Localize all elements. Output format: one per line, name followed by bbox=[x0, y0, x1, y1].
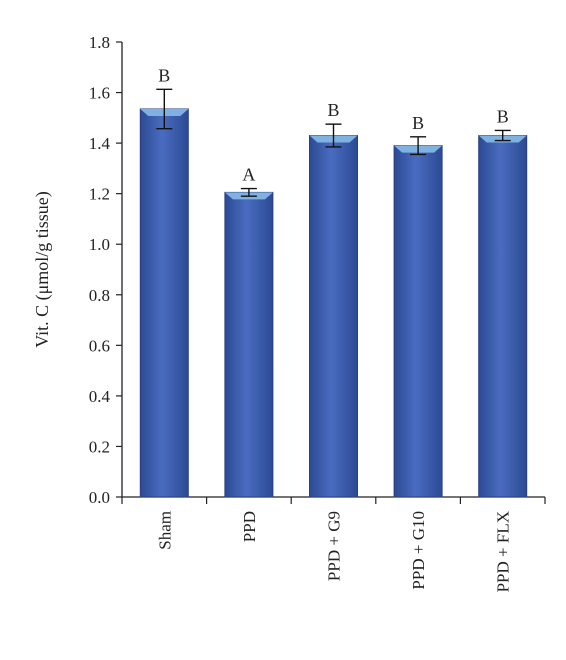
y-tick-label: 1.2 bbox=[89, 185, 110, 204]
significance-label: B bbox=[412, 113, 424, 133]
error-bars-group bbox=[156, 88, 511, 197]
x-axis: Sham PPD PPD + G9 PPD + G10 PPD + FLX bbox=[121, 496, 546, 592]
y-tick-label: 1.4 bbox=[89, 134, 111, 153]
bar bbox=[309, 135, 358, 498]
x-tick-label: Sham bbox=[155, 511, 174, 550]
significance-label: A bbox=[242, 165, 255, 185]
y-tick-label: 1.8 bbox=[89, 33, 110, 52]
significance-labels-group: B A B B B bbox=[158, 65, 508, 184]
bar bbox=[393, 145, 443, 498]
x-tick-label: PPD + FLX bbox=[494, 511, 513, 592]
x-tick-label: PPD + G10 bbox=[409, 511, 428, 590]
y-axis: 0.0 0.2 0.4 0.6 0.8 1.0 1.2 1.4 1.6 1.8 bbox=[89, 33, 123, 507]
significance-label: B bbox=[158, 65, 170, 85]
y-tick-label: 1.6 bbox=[89, 84, 110, 103]
y-tick-label: 0.8 bbox=[89, 286, 110, 305]
bars-group bbox=[139, 108, 528, 498]
y-axis-title: Vit. C (μmol/g tissue) bbox=[32, 191, 53, 348]
significance-label: B bbox=[327, 100, 339, 120]
bar bbox=[139, 108, 189, 498]
significance-label: B bbox=[497, 106, 509, 126]
bar bbox=[224, 191, 274, 498]
x-tick-label: PPD + G9 bbox=[325, 511, 344, 581]
x-tick-label: PPD bbox=[240, 511, 259, 542]
y-tick-label: 0.4 bbox=[89, 387, 111, 406]
y-tick-label: 0.0 bbox=[89, 488, 110, 507]
y-tick-label: 0.6 bbox=[89, 336, 110, 355]
y-tick-label: 1.0 bbox=[89, 235, 110, 254]
bar bbox=[478, 135, 528, 498]
y-tick-label: 0.2 bbox=[89, 437, 110, 456]
